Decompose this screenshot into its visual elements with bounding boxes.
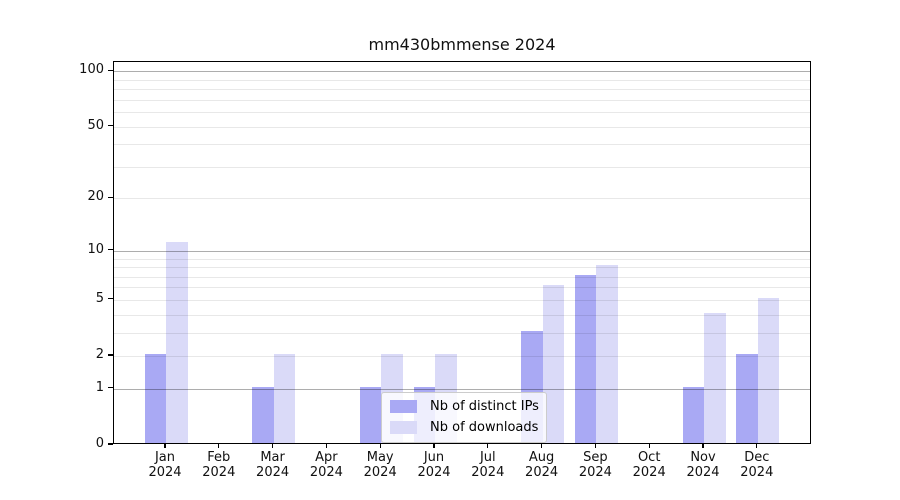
y-tick-label-100: 100 (79, 62, 104, 78)
gridline-minor-80 (114, 89, 810, 90)
x-tick-label-may: May 2024 (363, 450, 397, 480)
gridline-minor-5 (114, 299, 810, 301)
x-tick-mark-jan (164, 444, 166, 448)
gridline-minor-3 (114, 332, 810, 334)
gridline-minor-30 (114, 166, 810, 168)
y-tick-label-20: 20 (87, 189, 104, 205)
gridline-minor-20 (114, 198, 810, 200)
x-tick-label-oct: Oct 2024 (632, 450, 666, 480)
legend: Nb of distinct IPs Nb of downloads (381, 392, 547, 443)
legend-swatch-downloads (390, 421, 417, 434)
x-tick-label-jun: Jun 2024 (417, 450, 451, 480)
bar-distinct-ips-sep (574, 274, 597, 443)
gridline-minor-50 (114, 126, 810, 128)
legend-item-downloads: Nb of downloads (390, 419, 538, 436)
x-tick-label-dec: Dec 2024 (740, 450, 774, 480)
x-tick-label-feb: Feb 2024 (202, 450, 236, 480)
x-tick-mark-nov (702, 444, 704, 448)
bar-distinct-ips-mar (252, 386, 274, 443)
bar-distinct-ips-nov (682, 386, 704, 443)
y-tick-mark-5 (108, 298, 113, 300)
y-tick-label-5: 5 (95, 290, 104, 306)
x-tick-mark-jul (487, 444, 489, 448)
x-tick-label-mar: Mar 2024 (256, 450, 290, 480)
bar-distinct-ips-jan (144, 354, 166, 443)
gridline-minor-90 (114, 79, 810, 81)
x-tick-mark-apr (325, 444, 327, 448)
x-tick-mark-dec (756, 444, 758, 448)
y-tick-mark-2 (108, 354, 113, 356)
gridline-major-1 (114, 388, 810, 390)
x-tick-label-apr: Apr 2024 (309, 450, 343, 480)
y-tick-label-50: 50 (87, 117, 104, 133)
x-tick-mark-jun (433, 444, 435, 448)
bar-downloads-jan (166, 241, 188, 443)
x-tick-label-aug: Aug 2024 (525, 450, 559, 480)
bar-downloads-aug (542, 285, 565, 443)
gridline-minor-2 (114, 356, 810, 357)
gridline-minor-6 (114, 287, 810, 289)
y-tick-label-2: 2 (95, 347, 104, 362)
bar-downloads-mar (273, 354, 296, 443)
x-tick-label-jul: Jul 2024 (471, 450, 505, 480)
y-tick-label-10: 10 (87, 241, 104, 257)
gridline-minor-40 (114, 144, 810, 146)
legend-swatch-distinct-ips (390, 400, 417, 413)
y-tick-mark-100 (108, 69, 113, 71)
bar-distinct-ips-may (359, 386, 382, 443)
bar-distinct-ips-dec (736, 354, 758, 443)
y-tick-mark-50 (108, 124, 113, 127)
y-tick-label-0: 0 (95, 436, 104, 451)
x-tick-mark-may (379, 444, 381, 448)
plot-area: Nb of distinct IPs Nb of downloads (113, 61, 811, 444)
bar-downloads-sep (596, 265, 618, 443)
gridline-minor-7 (114, 276, 810, 278)
gridline-major-10 (114, 250, 810, 252)
legend-label-distinct-ips: Nb of distinct IPs (430, 399, 539, 414)
chart-title: mm430bmmense 2024 (368, 35, 556, 54)
bar-downloads-dec (757, 297, 780, 443)
x-tick-mark-oct (648, 444, 650, 448)
legend-item-distinct-ips: Nb of distinct IPs (390, 398, 539, 415)
y-tick-mark-0 (108, 443, 113, 445)
gridline-minor-9 (114, 258, 810, 260)
x-tick-mark-aug (541, 444, 543, 448)
x-tick-label-jan: Jan 2024 (148, 450, 182, 480)
y-tick-mark-1 (108, 387, 113, 389)
x-tick-label-sep: Sep 2024 (578, 450, 612, 480)
gridline-minor-70 (114, 99, 810, 101)
legend-label-downloads: Nb of downloads (430, 420, 539, 435)
x-tick-mark-mar (272, 444, 274, 448)
x-tick-mark-sep (594, 444, 596, 448)
grid-layer (114, 62, 810, 443)
x-tick-mark-feb (218, 444, 220, 448)
y-tick-mark-10 (108, 249, 113, 251)
gridline-minor-4 (114, 314, 810, 316)
gridline-major-100 (114, 71, 810, 73)
gridline-minor-8 (114, 267, 810, 268)
y-tick-label-1: 1 (95, 379, 104, 395)
gridline-minor-60 (114, 111, 810, 113)
x-tick-label-nov: Nov 2024 (686, 450, 720, 480)
bar-downloads-nov (704, 312, 726, 443)
y-tick-mark-20 (108, 196, 113, 198)
